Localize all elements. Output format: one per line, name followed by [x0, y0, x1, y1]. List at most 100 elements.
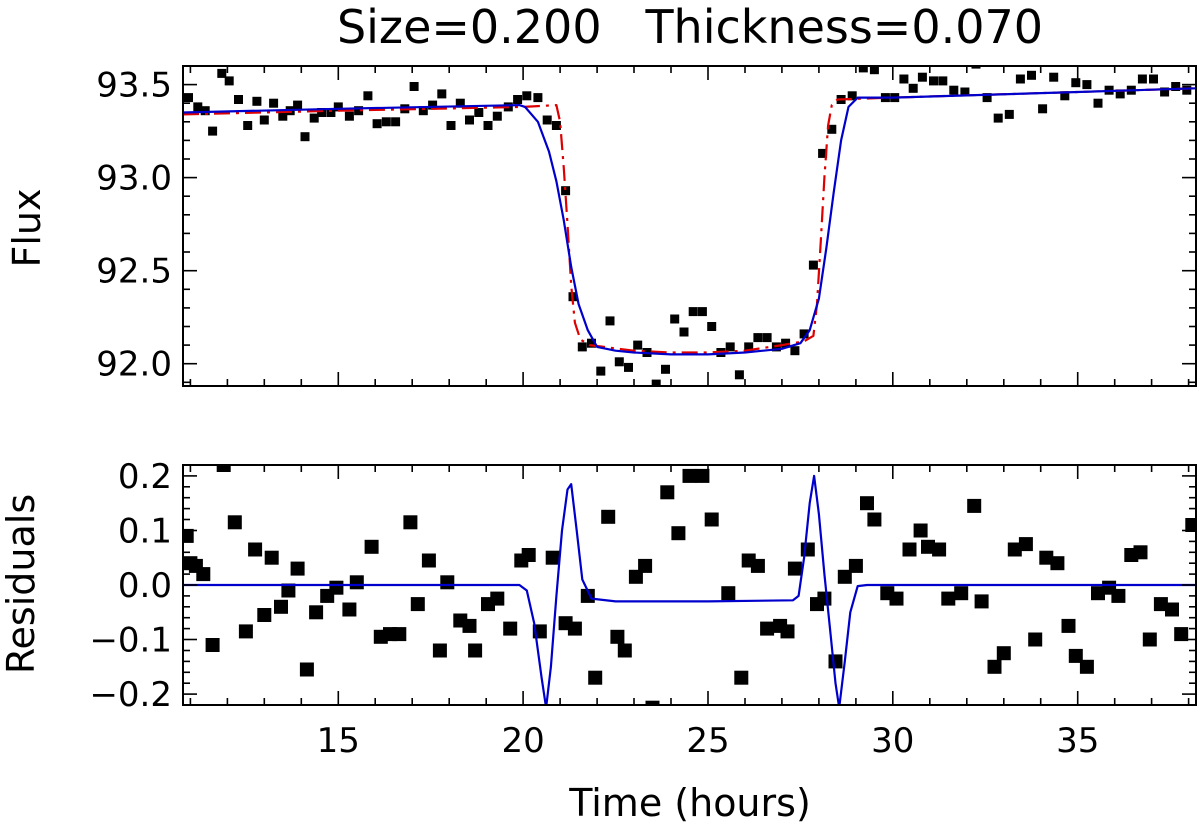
data-point — [474, 108, 484, 117]
data-point — [1004, 109, 1014, 119]
data-point — [503, 621, 518, 636]
data-point — [432, 643, 447, 658]
data-point — [217, 68, 227, 78]
data-point — [392, 627, 407, 642]
data-point — [1060, 91, 1070, 101]
data-point — [364, 539, 379, 554]
data-point — [183, 528, 194, 543]
data-point — [628, 569, 643, 584]
data-point — [274, 599, 288, 614]
time-axis-label: Time (hours) — [568, 781, 811, 825]
data-point — [721, 586, 736, 601]
data-point — [753, 333, 763, 343]
data-point — [403, 515, 418, 530]
data-point — [208, 126, 218, 136]
data-point — [982, 93, 992, 103]
data-point — [1038, 104, 1048, 114]
data-point — [908, 83, 918, 93]
data-point — [817, 591, 832, 606]
data-point — [670, 314, 680, 324]
data-point — [1111, 588, 1126, 603]
data-point — [987, 659, 1002, 674]
data-point — [1153, 597, 1168, 612]
y-tick-label: −0.1 — [89, 621, 172, 661]
data-point — [492, 111, 502, 121]
residuals-panel: 15 20 25 30 35 −0.2 −0.1 0.0 0.1 0.2 — [89, 457, 1197, 761]
data-point — [1007, 542, 1022, 557]
data-point — [707, 322, 717, 331]
plot-area — [183, 66, 1196, 386]
data-point — [259, 115, 269, 125]
data-point — [617, 643, 632, 658]
data-point — [410, 597, 425, 612]
data-point — [227, 515, 242, 530]
data-point — [243, 121, 253, 130]
data-point — [354, 106, 364, 116]
data-point — [513, 95, 523, 104]
data-point — [409, 82, 419, 91]
data-point — [1039, 550, 1054, 565]
data-point — [317, 108, 327, 117]
data-point — [437, 89, 447, 99]
data-point — [1185, 518, 1196, 532]
data-point — [932, 542, 947, 557]
x-tick-label: 35 — [1056, 721, 1099, 761]
data-point — [697, 307, 707, 317]
data-point — [660, 485, 675, 500]
data-point — [781, 338, 791, 348]
data-point — [971, 66, 981, 69]
data-point — [309, 605, 324, 620]
data-point — [704, 512, 719, 527]
data-point — [725, 342, 735, 352]
data-point — [224, 76, 234, 86]
data-point — [601, 509, 616, 524]
data-point — [695, 468, 710, 483]
data-point — [661, 364, 670, 374]
x-tick-label: 30 — [871, 721, 914, 761]
data-point — [1160, 87, 1170, 97]
data-point — [372, 119, 382, 129]
data-point — [1133, 545, 1148, 560]
data-point — [342, 602, 357, 617]
data-point — [902, 542, 917, 557]
data-point — [799, 329, 809, 339]
data-point — [614, 357, 624, 367]
y-tick-label: 0.0 — [118, 566, 172, 606]
y-tick-label: 0.1 — [118, 512, 172, 552]
x-tick-label: 25 — [686, 721, 729, 761]
data-point — [1071, 78, 1081, 88]
data-point — [1093, 98, 1103, 108]
data-point — [446, 121, 456, 130]
data-point — [913, 523, 928, 538]
data-point — [234, 95, 243, 104]
data-point — [610, 629, 625, 644]
data-point — [238, 624, 253, 639]
y-tick-label: 93.0 — [96, 159, 172, 199]
data-point — [938, 76, 948, 86]
data-point — [381, 117, 391, 127]
data-point — [455, 98, 465, 108]
data-point — [1079, 659, 1094, 674]
data-point — [216, 465, 231, 472]
data-point — [326, 108, 336, 117]
data-point — [605, 316, 615, 326]
data-point — [638, 558, 653, 573]
data-point — [818, 148, 828, 158]
data-point — [762, 333, 772, 343]
data-point — [483, 121, 493, 130]
data-point — [1182, 85, 1192, 95]
data-point — [1149, 74, 1158, 84]
data-point — [828, 654, 843, 669]
data-point — [333, 102, 343, 112]
data-point — [545, 550, 560, 565]
data-point — [867, 512, 882, 527]
y-tick-label: 0.2 — [118, 457, 172, 497]
data-point — [624, 362, 633, 372]
data-point — [787, 561, 802, 576]
data-point — [309, 113, 319, 123]
data-point — [921, 539, 935, 554]
residuals-axis-label: Residuals — [0, 494, 43, 674]
data-point — [996, 646, 1011, 661]
data-point — [281, 583, 296, 598]
